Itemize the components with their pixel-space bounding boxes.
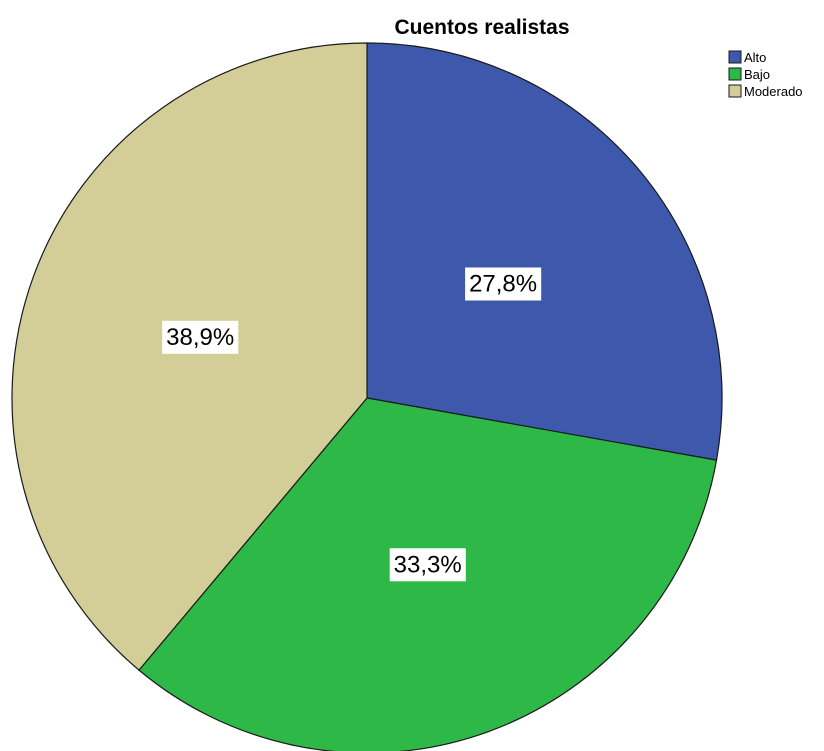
pie-slice-moderado bbox=[11, 42, 368, 671]
slice-label-text: 27,8% bbox=[469, 271, 537, 298]
slice-label-text: 33,3% bbox=[394, 551, 462, 578]
slice-label-bajo: 33,3% bbox=[389, 548, 466, 582]
legend-label: Bajo bbox=[744, 67, 770, 82]
slice-label-alto: 27,8% bbox=[465, 267, 542, 301]
legend-swatch bbox=[728, 67, 742, 81]
legend-swatch bbox=[728, 50, 742, 64]
legend-label: Moderado bbox=[744, 84, 803, 99]
chart-title: Cuentos realistas bbox=[394, 16, 569, 39]
slice-label-box bbox=[162, 320, 239, 354]
legend-swatch bbox=[728, 84, 742, 98]
slice-label-text: 38,9% bbox=[166, 324, 234, 351]
slice-label-moderado: 38,9% bbox=[162, 320, 239, 354]
pie-slices bbox=[11, 42, 723, 751]
pie-slice-alto bbox=[366, 42, 723, 461]
legend-item-alto: Alto bbox=[728, 50, 766, 65]
legend-item-bajo: Bajo bbox=[728, 67, 770, 82]
legend-item-moderado: Moderado bbox=[728, 84, 803, 99]
legend: Alto Bajo Moderado bbox=[728, 50, 803, 99]
slice-label-box bbox=[465, 267, 542, 301]
legend-label: Alto bbox=[744, 50, 766, 65]
slice-label-box bbox=[389, 548, 466, 582]
slice-labels: 27,8% 33,3% 38,9% bbox=[162, 267, 542, 582]
